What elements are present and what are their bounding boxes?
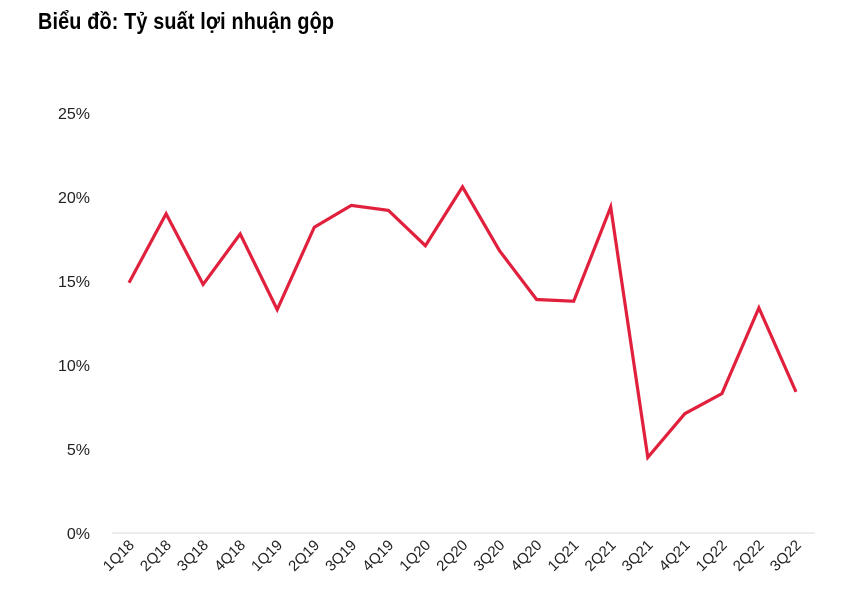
x-tick-label: 2Q20: [433, 537, 471, 575]
y-tick-label: 5%: [67, 442, 90, 459]
x-tick-label: 3Q20: [470, 537, 508, 575]
y-tick-label: 20%: [58, 190, 90, 207]
x-tick-label: 3Q19: [322, 537, 360, 575]
x-tick-label: 2Q18: [137, 537, 175, 575]
series-line: [127, 183, 798, 462]
x-tick-label: 4Q19: [359, 537, 397, 575]
x-tick-label: 1Q21: [545, 537, 583, 575]
x-tick-label: 1Q20: [396, 537, 434, 575]
y-axis: 0% 5% 10% 15% 20% 25%: [58, 106, 90, 543]
x-tick-label: 3Q22: [767, 537, 805, 575]
x-tick-label: 2Q21: [582, 537, 620, 575]
x-axis: 1Q18 2Q18 3Q18 4Q18 1Q19 2Q19 3Q19 4Q19 1Q20 2Q20…: [100, 537, 805, 575]
x-tick-label: 2Q22: [730, 537, 768, 575]
y-tick-label: 25%: [58, 106, 90, 123]
x-tick-label: 1Q18: [100, 537, 138, 575]
y-tick-label: 0%: [67, 526, 90, 543]
x-tick-label: 3Q21: [619, 537, 657, 575]
x-tick-label: 1Q22: [693, 537, 731, 575]
y-tick-label: 15%: [58, 274, 90, 291]
y-tick-label: 10%: [58, 358, 90, 375]
x-tick-label: 4Q21: [656, 537, 694, 575]
x-tick-label: 4Q20: [507, 537, 545, 575]
series-group: [127, 183, 798, 462]
x-tick-label: 2Q19: [285, 537, 323, 575]
chart-title: Biểu đồ: Tỷ suất lợi nhuận gộp: [38, 8, 335, 34]
x-tick-label: 4Q18: [211, 537, 249, 575]
x-tick-label: 3Q18: [174, 537, 212, 575]
x-tick-label: 1Q19: [248, 537, 286, 575]
